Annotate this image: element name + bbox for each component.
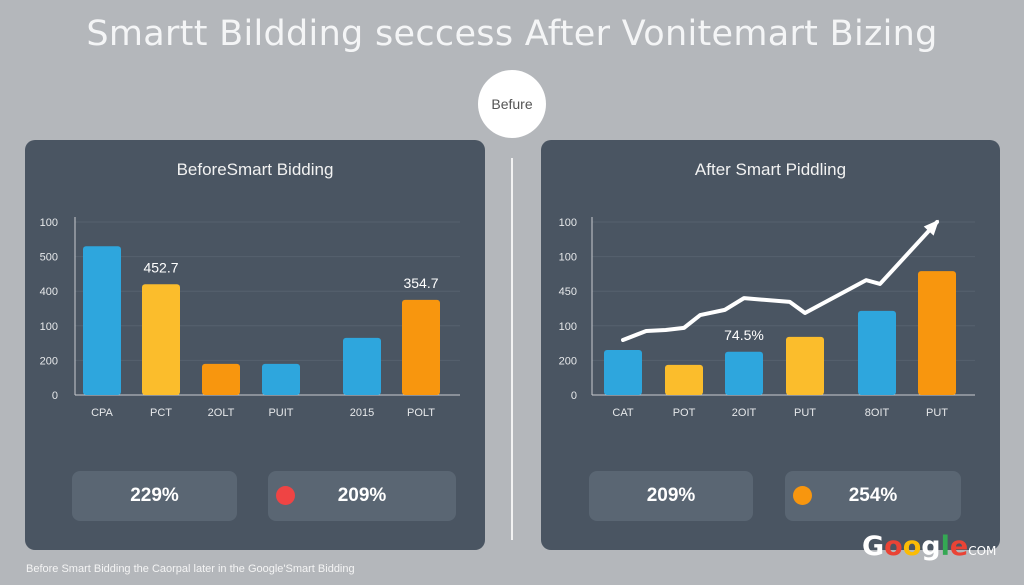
red-dot-icon [276,486,295,505]
panel-title: After Smart Piddling [694,160,847,179]
google-logo: GoogleCOM [862,531,997,562]
summary-box: 254% [785,471,961,521]
footer-caption: Before Smart Bidding the Caorpal later i… [26,563,355,575]
summary-value: 209% [646,485,696,506]
orange-dot-icon [793,486,812,505]
summary-box: 209% [268,471,456,521]
summary-value: 209% [337,485,387,506]
center-divider [511,158,513,540]
logo-suffix: COM [968,544,997,558]
summary-value: 254% [848,485,898,506]
before-panel: BeforeSmart Bidding 229% 209% [25,140,485,550]
summary-box: 229% [72,471,237,521]
panel-title: BeforeSmart Bidding [176,160,334,179]
summary-value: 229% [130,485,179,506]
page-title: Smartt Bildding seccess After Vonitemart… [86,14,938,54]
summary-box: 209% [589,471,753,521]
before-badge: Befure [478,70,546,138]
after-panel: After Smart Piddling 209% 254% [541,140,1000,550]
